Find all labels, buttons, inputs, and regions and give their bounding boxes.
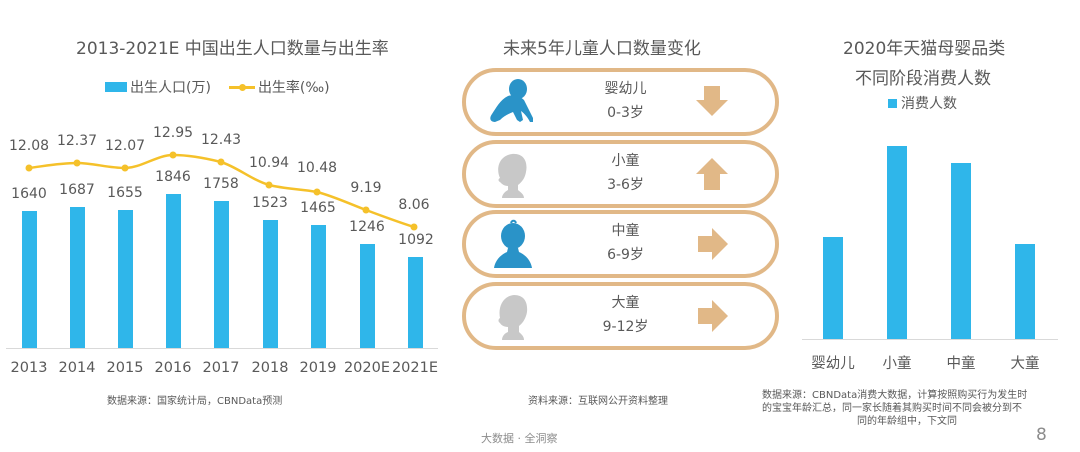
bar-small-child (887, 146, 907, 339)
age-group-name: 婴幼儿 (604, 81, 647, 97)
legend-line-label: 出生率(‰) (257, 80, 330, 96)
bar-2019 (311, 225, 326, 348)
rate-label: 12.07 (104, 138, 146, 154)
x-label: 中童 (946, 356, 976, 372)
birth-label: 1640 (11, 186, 47, 202)
birth-label: 1465 (300, 200, 336, 216)
x-label: 大童 (1010, 356, 1040, 372)
rate-label: 10.48 (296, 160, 338, 176)
arrow-down-icon (696, 86, 728, 116)
legend-line-swatch-icon (228, 83, 255, 91)
birth-rate-line (25, 151, 418, 231)
x-label: 2016 (154, 360, 192, 376)
crawling-baby-icon (490, 79, 533, 122)
age-group-infant: 婴幼儿 0-3岁 (462, 68, 779, 136)
child-panel-source: 资料来源：互联网公开资料整理 (528, 396, 668, 407)
birth-label: 1092 (398, 232, 434, 248)
age-group-range: 0-3岁 (607, 105, 644, 121)
legend-bar-swatch-icon (105, 82, 127, 92)
arrow-right-icon (698, 300, 728, 332)
consumer-chart-source-line2: 的宝宝年龄汇总，同一家长随着其购买时间不同会被分到不 (762, 403, 1022, 414)
age-group-name: 小童 (611, 153, 640, 169)
older-child-head-icon (498, 295, 528, 340)
bar-2021E (408, 257, 423, 348)
birth-label: 1655 (107, 185, 143, 201)
age-group-middle-child: 中童 6-9岁 (462, 210, 779, 278)
legend-bar-label: 出生人口(万) (130, 80, 211, 96)
bar-2015 (118, 210, 133, 348)
birth-label: 1523 (252, 195, 288, 211)
legend-swatch-icon (888, 98, 897, 108)
rate-label: 12.08 (8, 138, 50, 154)
x-label: 2020E (343, 360, 391, 376)
bar-2020E (360, 244, 375, 348)
rate-label: 8.06 (398, 197, 430, 213)
x-label: 2019 (299, 360, 337, 376)
x-label: 2021E (391, 360, 439, 376)
consumer-chart-title-line1: 2020年天猫母婴品类 (843, 39, 1006, 59)
rate-label: 10.94 (248, 155, 290, 171)
birth-label: 1758 (203, 176, 239, 192)
x-label: 2013 (10, 360, 48, 376)
child-panel-title: 未来5年儿童人口数量变化 (503, 39, 701, 59)
bar-2016 (166, 194, 181, 348)
rate-label: 12.43 (200, 132, 242, 148)
age-group-range: 3-6岁 (607, 177, 644, 193)
x-label: 2015 (106, 360, 144, 376)
x-label: 婴幼儿 (811, 356, 855, 372)
bar-infant (823, 237, 843, 339)
rate-label: 12.95 (152, 125, 194, 141)
age-group-range: 6-9岁 (607, 247, 644, 263)
x-label: 2017 (202, 360, 240, 376)
arrow-right-icon (698, 228, 728, 260)
birth-chart-title: 2013-2021E 中国出生人口数量与出生率 (76, 39, 389, 59)
age-group-name: 大童 (611, 295, 640, 311)
page-number: 8 (1036, 425, 1047, 445)
consumer-chart-source-line3: 同的年龄组中，下文同 (857, 416, 957, 427)
birth-label: 1246 (349, 219, 385, 235)
consumer-chart-source-line1: 数据来源：CBNData消费大数据，计算按照购买行为发生时 (762, 390, 1028, 401)
consumer-chart-title-line2: 不同阶段消费人数 (855, 69, 991, 89)
bar-older-child (1015, 244, 1035, 339)
footer-brand: 大数据 · 全洞察 (481, 432, 558, 445)
age-group-older-child: 大童 9-12岁 (462, 282, 779, 350)
child-head-icon (498, 153, 527, 198)
bar-2018 (263, 220, 278, 348)
bar-2014 (70, 207, 85, 348)
birth-chart-legend: 出生人口(万) 出生率(‰) (105, 77, 330, 97)
legend-label: 消费人数 (901, 96, 957, 112)
birth-label: 1687 (59, 182, 95, 198)
consumer-chart-legend: 消费人数 (888, 93, 957, 113)
arrow-up-icon (696, 158, 728, 190)
birth-chart-x-axis (6, 348, 438, 349)
age-group-name: 中童 (611, 223, 640, 239)
age-group-small-child: 小童 3-6岁 (462, 140, 779, 208)
rate-label: 12.37 (56, 133, 98, 149)
age-group-range: 9-12岁 (602, 319, 649, 335)
x-label: 2018 (251, 360, 289, 376)
rate-label: 9.19 (350, 180, 382, 196)
bar-2013 (22, 211, 37, 348)
bar-2017 (214, 201, 229, 348)
x-label: 2014 (58, 360, 96, 376)
consumer-chart-x-axis (802, 339, 1058, 340)
birth-label: 1846 (155, 169, 191, 185)
x-label: 小童 (882, 356, 912, 372)
child-bust-icon (494, 219, 532, 268)
birth-chart-source: 数据来源：国家统计局，CBNData预测 (107, 396, 283, 407)
bar-middle-child (951, 163, 971, 339)
